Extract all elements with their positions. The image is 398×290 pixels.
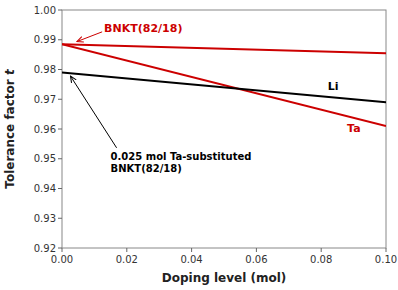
- series-label: Ta: [347, 122, 361, 135]
- x-tick: [191, 248, 192, 252]
- y-tick: [58, 248, 62, 249]
- x-tick-label: 0.00: [51, 254, 73, 265]
- y-axis-label-part: t: [3, 68, 17, 75]
- y-tick-label: 0.98: [34, 64, 56, 75]
- x-tick: [126, 248, 127, 252]
- x-axis-label: Doping level (mol): [162, 271, 287, 285]
- annotation-line: 0.025 mol Ta-substituted: [111, 151, 252, 162]
- y-tick: [58, 10, 62, 11]
- y-tick-label: 0.95: [34, 153, 56, 164]
- plot-frame: [62, 10, 386, 248]
- chart: 0.00 0.02 0.04 0.06 0.08 0.10 0.92 0.93 0.94 0.95…: [0, 0, 398, 290]
- y-tick: [58, 188, 62, 189]
- y-axis-label: Tolerance factor t: [3, 68, 17, 189]
- series-label: Li: [328, 80, 339, 93]
- annotation-line: BNKT(82/18): [111, 163, 182, 174]
- x-tick-label: 0.06: [245, 254, 267, 265]
- y-tick-label: 0.99: [34, 34, 56, 45]
- y-tick: [58, 39, 62, 40]
- x-tick-label: 0.08: [310, 254, 332, 265]
- y-tick-label: 0.93: [34, 213, 56, 224]
- y-tick-label: 0.92: [34, 243, 56, 254]
- y-tick: [58, 158, 62, 159]
- y-tick-label: 0.96: [34, 124, 56, 135]
- y-tick: [58, 99, 62, 100]
- series-label: BNKT(82/18): [104, 22, 182, 35]
- y-tick-label: 0.97: [34, 94, 56, 105]
- y-tick: [58, 129, 62, 130]
- annotation: 0.025 mol Ta-substitutedBNKT(82/18): [111, 151, 252, 174]
- x-tick: [321, 248, 322, 252]
- y-tick: [58, 69, 62, 70]
- x-tick: [62, 248, 63, 252]
- x-tick: [386, 248, 387, 252]
- y-axis-label-part: Tolerance factor: [3, 75, 17, 189]
- x-tick-label: 0.02: [116, 254, 138, 265]
- series-line: [62, 44, 386, 126]
- series-line: [62, 72, 386, 102]
- annotation-arrow: [70, 76, 116, 148]
- y-tick-label: 0.94: [34, 183, 56, 194]
- label-arrow: [77, 32, 102, 42]
- x-tick-label: 0.04: [180, 254, 202, 265]
- x-tick-label: 0.10: [375, 254, 397, 265]
- lines: [62, 44, 386, 126]
- series-line: [62, 44, 386, 53]
- y-tick-label: 1.00: [34, 5, 56, 16]
- x-tick: [256, 248, 257, 252]
- y-tick: [58, 218, 62, 219]
